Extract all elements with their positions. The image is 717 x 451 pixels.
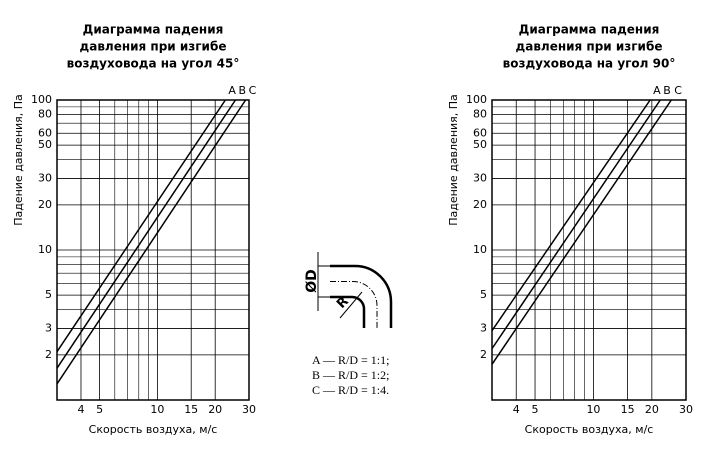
radius-line (339, 291, 363, 319)
x-tick-label: 5 (532, 403, 539, 416)
y-tick-label: 10 (473, 243, 487, 256)
series-label: C (674, 84, 682, 97)
chart-title: Диаграмма падения (519, 23, 660, 37)
x-tick-label: 15 (621, 403, 635, 416)
y-tick-label: 60 (473, 126, 487, 139)
series-label: B (663, 84, 671, 97)
y-tick-label: 5 (45, 288, 52, 301)
series-label: A (653, 84, 661, 97)
elbow-diagram (317, 252, 393, 328)
x-tick-label: 10 (586, 403, 600, 416)
series-line (56, 99, 247, 385)
series-line (491, 99, 651, 332)
chart-title: Диаграмма падения (83, 23, 224, 37)
series-line (491, 99, 661, 350)
y-tick-label: 20 (473, 198, 487, 211)
series-label: C (249, 84, 257, 97)
y-tick-label: 3 (45, 321, 52, 334)
series-label: B (238, 84, 246, 97)
x-tick-label: 4 (77, 403, 84, 416)
y-axis-label: Падение давления, Па (12, 94, 25, 226)
x-tick-label: 4 (513, 403, 520, 416)
y-axis-label: Падение давления, Па (447, 94, 460, 226)
y-tick-label: 50 (473, 138, 487, 151)
x-axis-label: Скорость воздуха, м/с (89, 423, 218, 436)
chart-title: давления при изгибе (80, 40, 227, 54)
y-tick-label: 100 (31, 93, 52, 106)
x-tick-label: 30 (242, 403, 256, 416)
series-line (56, 99, 237, 369)
y-tick-label: 2 (45, 348, 52, 361)
x-tick-label: 20 (645, 403, 659, 416)
y-tick-label: 50 (38, 138, 52, 151)
legend-text: A — R/D = 1:1; (312, 353, 389, 367)
series-line (56, 99, 227, 353)
chart-title: воздуховода на угол 90° (503, 57, 676, 71)
y-tick-label: 80 (473, 108, 487, 121)
y-tick-label: 60 (38, 126, 52, 139)
x-tick-label: 15 (184, 403, 198, 416)
x-tick-label: 10 (150, 403, 164, 416)
y-tick-label: 10 (38, 243, 52, 256)
series-line (491, 99, 672, 365)
y-tick-label: 5 (480, 288, 487, 301)
x-tick-label: 5 (96, 403, 103, 416)
y-tick-label: 30 (473, 171, 487, 184)
plot-frame (491, 99, 687, 401)
y-tick-label: 80 (38, 108, 52, 121)
legend-text: B — R/D = 1:2; (312, 368, 389, 382)
legend-text: C — R/D = 1:4. (312, 383, 389, 397)
y-tick-label: 20 (38, 198, 52, 211)
plot-frame (56, 99, 250, 401)
x-axis-label: Скорость воздуха, м/с (525, 423, 654, 436)
chart-title: воздуховода на угол 45° (67, 57, 240, 71)
chart-title: давления при изгибе (516, 40, 663, 54)
elbow-inner (330, 295, 366, 328)
y-tick-label: 2 (480, 348, 487, 361)
y-tick-label: 3 (480, 321, 487, 334)
elbow-centerline (330, 281, 378, 328)
x-tick-label: 30 (679, 403, 693, 416)
elbow-outer (330, 264, 393, 328)
x-tick-label: 20 (208, 403, 222, 416)
y-tick-label: 100 (466, 93, 487, 106)
series-label: A (228, 84, 236, 97)
y-tick-label: 30 (38, 171, 52, 184)
diameter-label: ØD (304, 269, 320, 293)
